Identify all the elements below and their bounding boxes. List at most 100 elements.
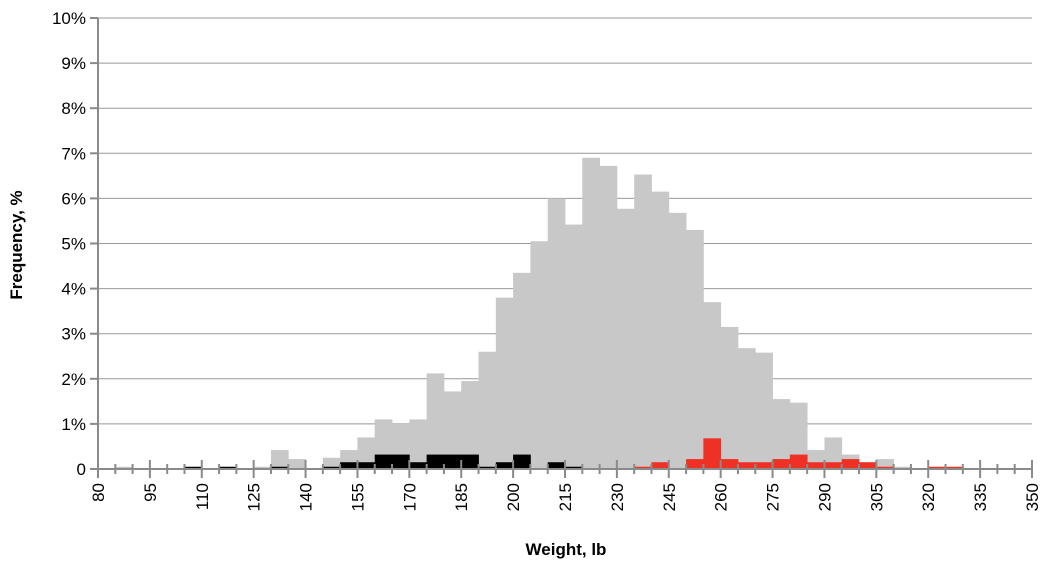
x-tick-label: 155 (348, 483, 367, 511)
x-tick-labels: 80 95 110 125 140 155 170 185 200 215 230 245 260 275… (89, 483, 1042, 511)
gray-bar (789, 402, 808, 469)
x-tick-label: 200 (504, 483, 523, 511)
gray-bar (686, 229, 704, 469)
gray-bar (426, 373, 445, 469)
gray-bar (461, 381, 479, 469)
gray-bar (565, 224, 583, 469)
gray-bar (893, 466, 912, 469)
gray-bar (530, 241, 549, 469)
x-tick-label: 290 (815, 483, 834, 511)
y-tick-label: 0 (77, 460, 86, 479)
gray-bar (599, 165, 618, 470)
black-bar (443, 454, 462, 469)
red-bar (945, 466, 964, 469)
black-bar (461, 454, 479, 469)
x-tick-label: 245 (660, 483, 679, 511)
gray-bar (824, 437, 843, 469)
red-bar (789, 454, 808, 469)
x-tick-label: 140 (297, 483, 316, 511)
red-bar (755, 462, 773, 469)
black-bar (426, 454, 445, 469)
y-tick-label: 10% (52, 9, 86, 28)
x-tick-label: 170 (400, 483, 419, 511)
red-bar (703, 438, 722, 469)
red-bar (686, 459, 704, 469)
x-tick-label: 110 (193, 483, 212, 510)
gray-bar (253, 466, 272, 469)
red-bar (720, 459, 739, 469)
gray-bar (115, 466, 133, 469)
black-bar (392, 454, 410, 469)
black-bar (409, 462, 428, 469)
gray-bar (409, 419, 428, 469)
x-tick-label: 320 (919, 483, 938, 511)
gray-bar (270, 450, 289, 469)
x-tick-label: 260 (712, 483, 731, 511)
red-bar (928, 466, 946, 469)
black-bar (547, 462, 566, 469)
black-bar (495, 462, 514, 469)
black-bar (322, 466, 341, 469)
black-bar (184, 466, 203, 469)
red-bar (824, 462, 843, 469)
gray-bar (513, 272, 531, 469)
red-bar (634, 466, 652, 469)
red-bar (859, 462, 877, 469)
red-bar (876, 466, 895, 469)
black-bar (219, 466, 237, 469)
x-tick-label: 230 (608, 483, 627, 511)
x-tick-label: 305 (867, 483, 886, 511)
bars (115, 157, 964, 470)
black-bar (565, 466, 583, 469)
y-tick-label: 7% (61, 144, 86, 163)
x-tick-label: 350 (1023, 483, 1042, 511)
y-tick-label: 6% (61, 189, 86, 208)
y-tick-label: 5% (61, 235, 86, 254)
black-bar (270, 466, 289, 469)
gray-bar (322, 457, 341, 469)
x-tick-label: 125 (245, 483, 264, 511)
gray-bar (357, 437, 376, 469)
black-bar (357, 462, 376, 469)
x-tick-label: 335 (971, 483, 990, 511)
y-tick-label: 1% (61, 415, 86, 434)
black-bar (478, 466, 497, 469)
gray-bar (547, 198, 566, 469)
red-bar (651, 462, 670, 469)
gray-bar (443, 391, 462, 469)
y-tick-label: 3% (61, 325, 86, 344)
gray-bar (772, 399, 791, 469)
red-bar (772, 459, 791, 469)
black-bar (340, 462, 358, 469)
red-bar (807, 462, 825, 469)
red-bar (737, 462, 756, 469)
y-axis-title: Frequency, % (7, 190, 26, 299)
gray-bar (720, 326, 739, 469)
x-tick-label: 275 (764, 483, 783, 511)
gray-bar (616, 208, 635, 469)
red-bar (841, 459, 860, 469)
gray-bar (478, 351, 497, 469)
x-axis-title: Weight, lb (526, 540, 607, 559)
axes (90, 17, 1033, 478)
gray-bar (668, 212, 687, 469)
gray-bar (634, 174, 652, 469)
x-tick-label: 80 (89, 483, 108, 502)
black-bar (513, 454, 531, 469)
y-tick-labels: 0 1% 2% 3% 4% 5% 6% 7% 8% 9% 10% (52, 9, 86, 479)
y-tick-label: 9% (61, 54, 86, 73)
x-tick-label: 185 (452, 483, 471, 511)
x-tick-label: 215 (556, 483, 575, 511)
gray-bar (703, 302, 722, 469)
gray-bar (737, 348, 756, 469)
gray-bar (876, 459, 895, 469)
gray-bar (582, 157, 600, 469)
y-tick-label: 2% (61, 370, 86, 389)
y-tick-label: 4% (61, 280, 86, 299)
gray-bar (755, 352, 773, 469)
gray-bar (495, 297, 514, 469)
gray-bar (651, 191, 670, 469)
x-tick-label: 95 (141, 483, 160, 502)
gray-bar (288, 459, 306, 469)
